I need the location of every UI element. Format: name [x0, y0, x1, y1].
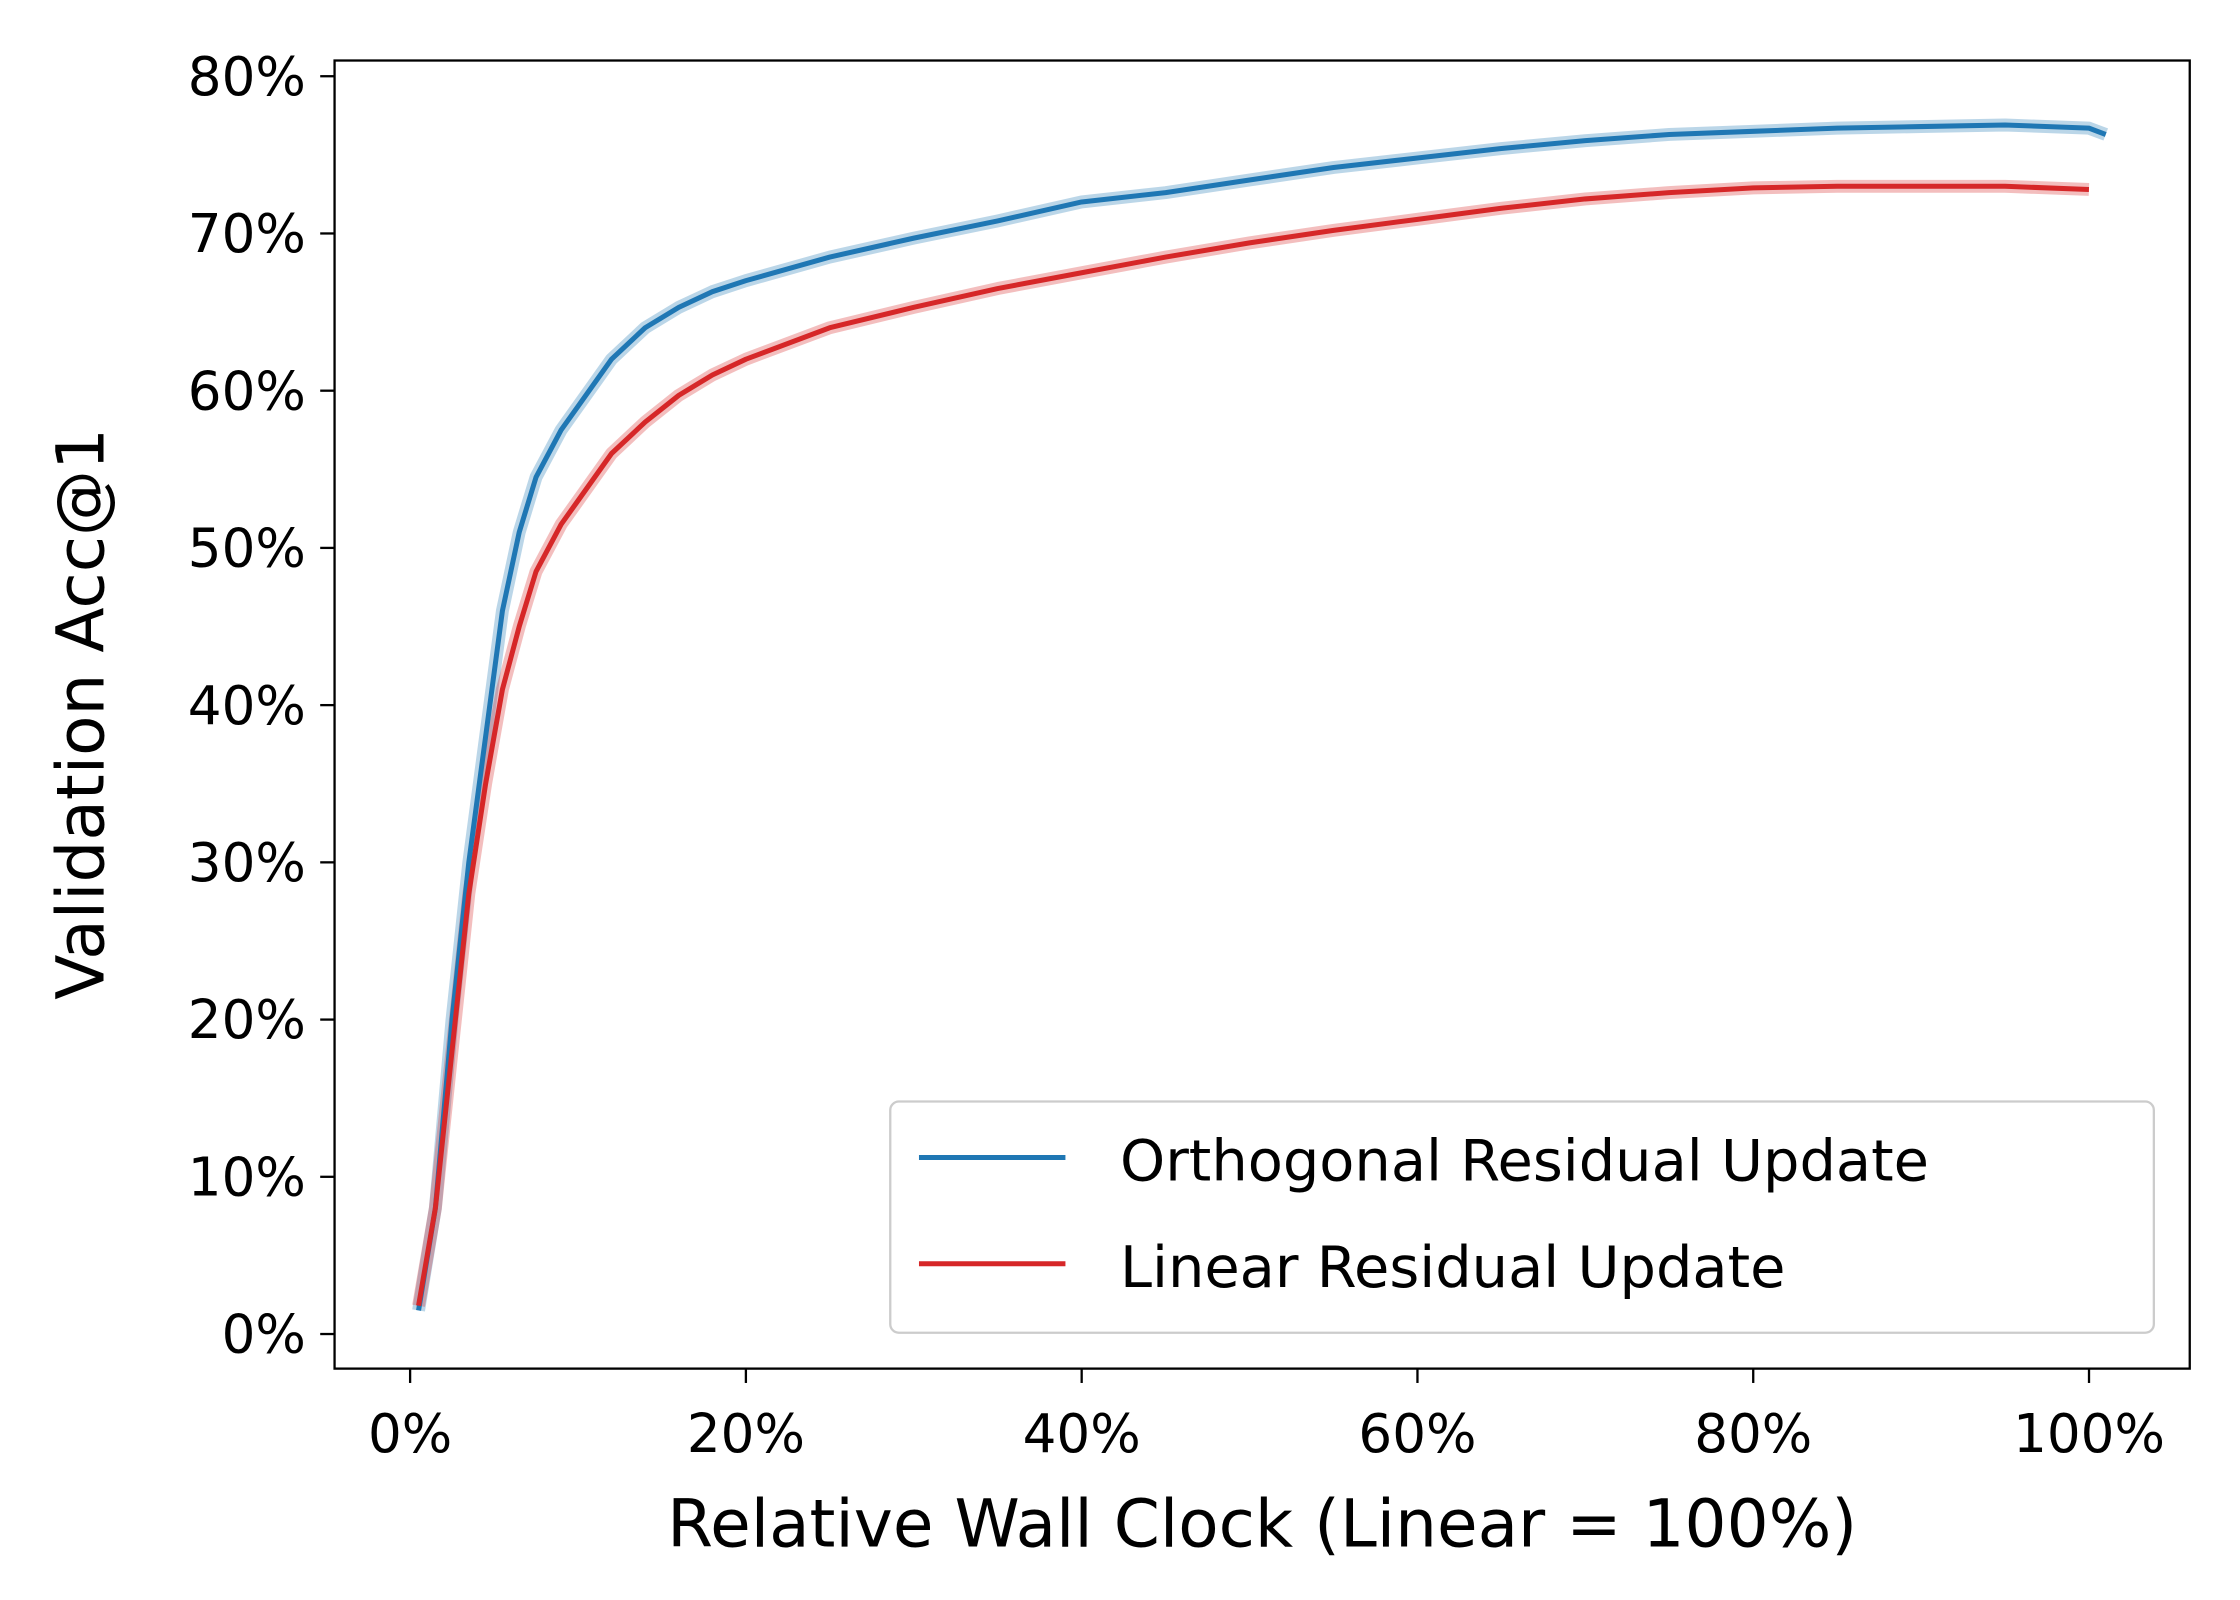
series-lines — [416, 122, 2107, 1311]
y-tick-label: 20% — [188, 989, 306, 1051]
y-tick-label: 60% — [188, 360, 306, 422]
y-tick-label: 30% — [188, 832, 306, 894]
y-tick-label: 40% — [188, 675, 306, 737]
series-line-0 — [416, 122, 2107, 1311]
legend-label-orthogonal: Orthogonal Residual Update — [1120, 1128, 1929, 1195]
y-tick-label: 80% — [188, 46, 306, 108]
series-line-1 — [416, 183, 2090, 1307]
x-tick-label: 100% — [2013, 1403, 2165, 1465]
y-axis-label: Validation Acc@1 — [42, 428, 119, 1000]
y-tick-label: 0% — [222, 1304, 306, 1366]
x-tick-label: 80% — [1694, 1403, 1812, 1465]
y-tick-label: 50% — [188, 518, 306, 580]
legend-label-linear: Linear Residual Update — [1120, 1234, 1785, 1301]
x-axis-label: Relative Wall Clock (Linear = 100%) — [667, 1486, 1857, 1563]
x-axis: 0% 20% 40% 60% 80% 100% — [368, 1368, 2165, 1465]
y-tick-label: 70% — [188, 203, 306, 265]
y-axis: 0% 10% 20% 30% 40% 50% 60% 70% 80% — [188, 46, 335, 1366]
legend-box — [889, 1100, 2155, 1334]
legend: Orthogonal Residual Update Linear Residu… — [889, 1100, 2155, 1334]
plot-frame — [333, 59, 2191, 1370]
x-tick-label: 60% — [1358, 1403, 1476, 1465]
x-tick-label: 20% — [687, 1403, 805, 1465]
x-tick-label: 40% — [1023, 1403, 1141, 1465]
y-tick-label: 10% — [188, 1146, 306, 1208]
x-tick-label: 0% — [368, 1403, 452, 1465]
